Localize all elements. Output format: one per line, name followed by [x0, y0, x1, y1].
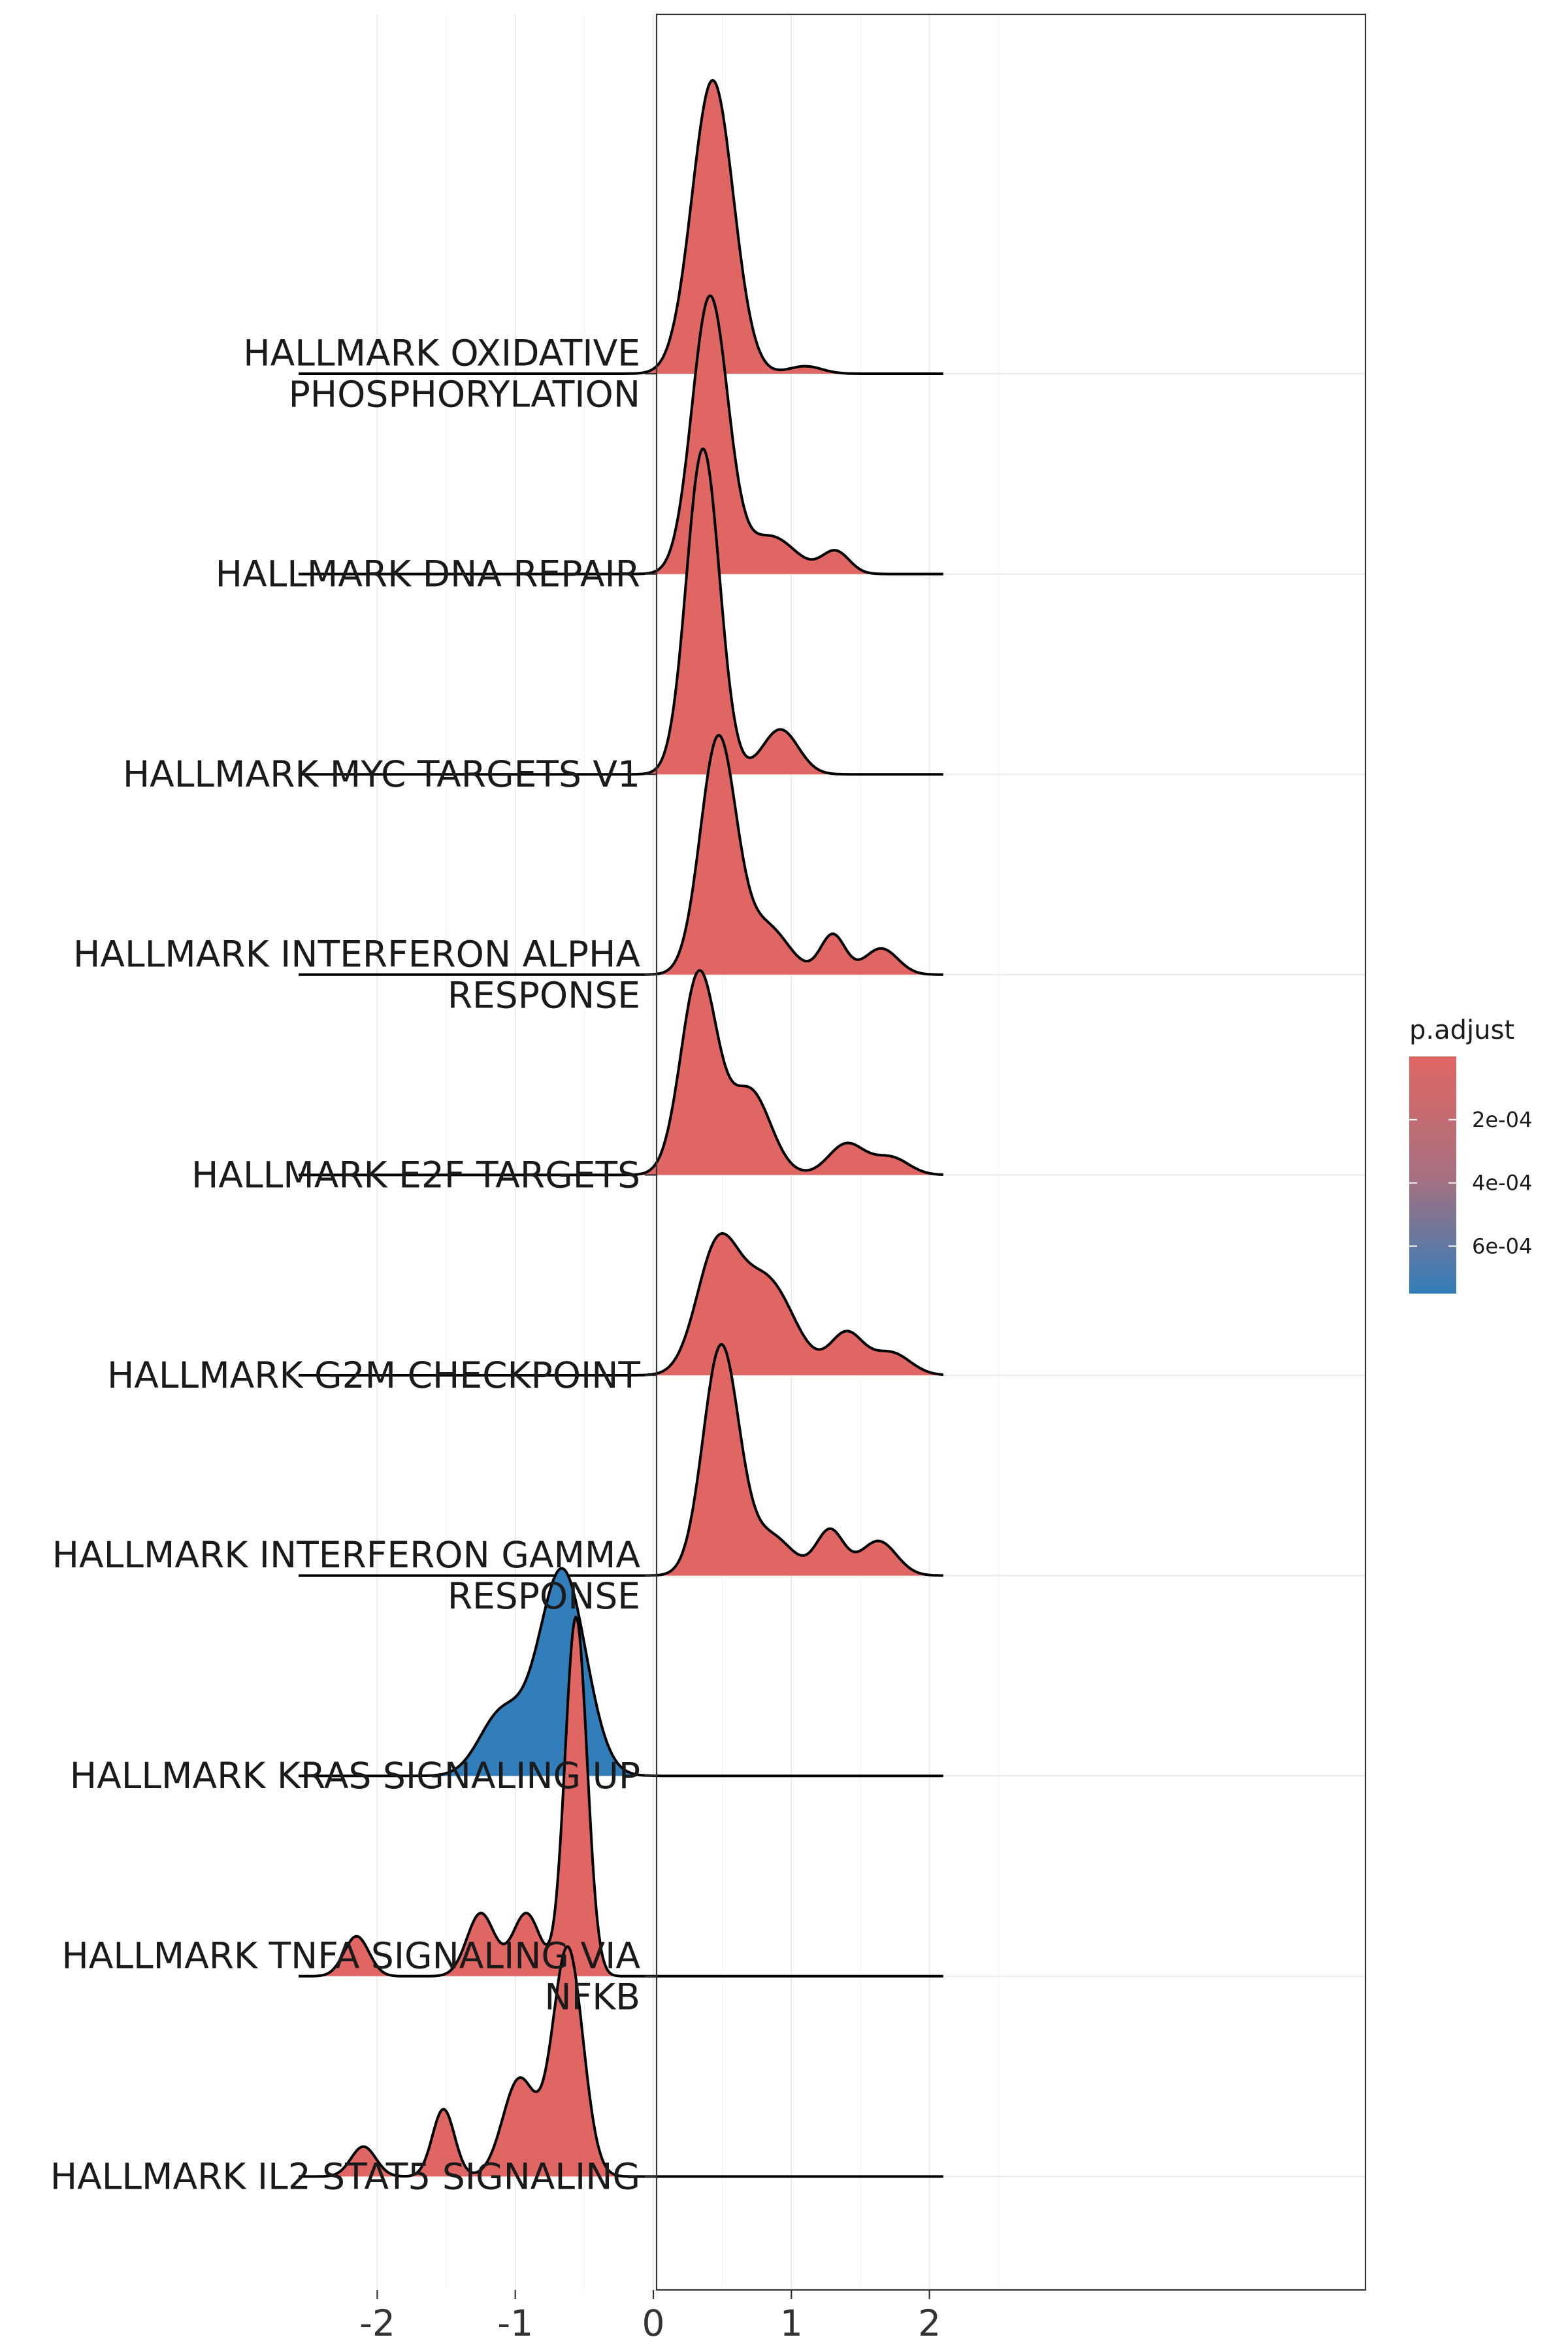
ridge-outline [298, 1615, 943, 1978]
y-tick-label: HALLMARK INTERFERON ALPHA RESPONSE [73, 933, 640, 1016]
legend-colorbar [1409, 1056, 1456, 1294]
legend: p.adjust 2e-04 4e-04 6e-04 [1409, 1015, 1532, 1294]
density-ridges [298, 78, 943, 2178]
ridge-fill [299, 1233, 943, 1375]
ridge-5 [298, 969, 943, 1177]
ridge-8 [298, 1567, 943, 1778]
ridge-6 [298, 1232, 943, 1377]
x-tick-label: 0 [642, 2302, 665, 2344]
y-tick-label: HALLMARK KRAS SIGNALING UP [70, 1755, 640, 1797]
ridge-outline [298, 734, 943, 976]
ridge-fill [299, 735, 943, 975]
ridge-fill [299, 1344, 943, 1576]
legend-tick-label: 6e-04 [1472, 1233, 1532, 1258]
ridge-9 [298, 1615, 943, 1978]
ridge-fill [299, 1946, 943, 2177]
ridge-outline [298, 1232, 943, 1377]
ridge-3 [298, 447, 943, 776]
ridge-outline [298, 294, 943, 576]
x-tick-label: -2 [359, 2302, 395, 2344]
ridge-outline [298, 969, 943, 1177]
x-axis: -2 -1 0 1 2 [359, 2290, 941, 2344]
ridge-outline [298, 447, 943, 776]
ridge-10 [298, 1945, 943, 2178]
ridge-2 [298, 294, 943, 576]
y-tick-label: HALLMARK INTERFERON GAMMA RESPONSE [52, 1534, 641, 1617]
ridge-outline [298, 1945, 943, 2178]
ridge-7 [298, 1343, 943, 1577]
y-tick-label: HALLMARK E2F TARGETS [191, 1154, 640, 1196]
ridge-4 [298, 734, 943, 976]
y-tick-label: HALLMARK TNFA SIGNALING VIA NFKB [61, 1935, 640, 2017]
y-tick-label: HALLMARK IL2 STAT5 SIGNALING [50, 2155, 640, 2197]
panel-border [655, 13, 1367, 2291]
ridge-outline [298, 1343, 943, 1577]
x-tick-label: 2 [918, 2302, 941, 2344]
y-tick-label: HALLMARK G2M CHECKPOINT [107, 1354, 640, 1396]
legend-tick-label: 2e-04 [1472, 1107, 1532, 1132]
y-tick-label: HALLMARK MYC TARGETS V1 [123, 753, 640, 795]
x-tick-label: 1 [780, 2302, 803, 2344]
legend-tick-label: 4e-04 [1472, 1171, 1532, 1196]
ridge-outline [298, 78, 943, 375]
legend-title: p.adjust [1409, 1015, 1514, 1045]
y-axis-labels: HALLMARK OXIDATIVE PHOSPHORYLATION HALLMAR… [50, 333, 657, 2197]
ridge-1 [298, 78, 943, 375]
y-tick-label: HALLMARK OXIDATIVE PHOSPHORYLATION [243, 333, 640, 416]
x-tick-label: -1 [497, 2302, 533, 2344]
y-tick-label: HALLMARK DNA REPAIR [216, 553, 640, 595]
ridge-outline [298, 1567, 943, 1778]
